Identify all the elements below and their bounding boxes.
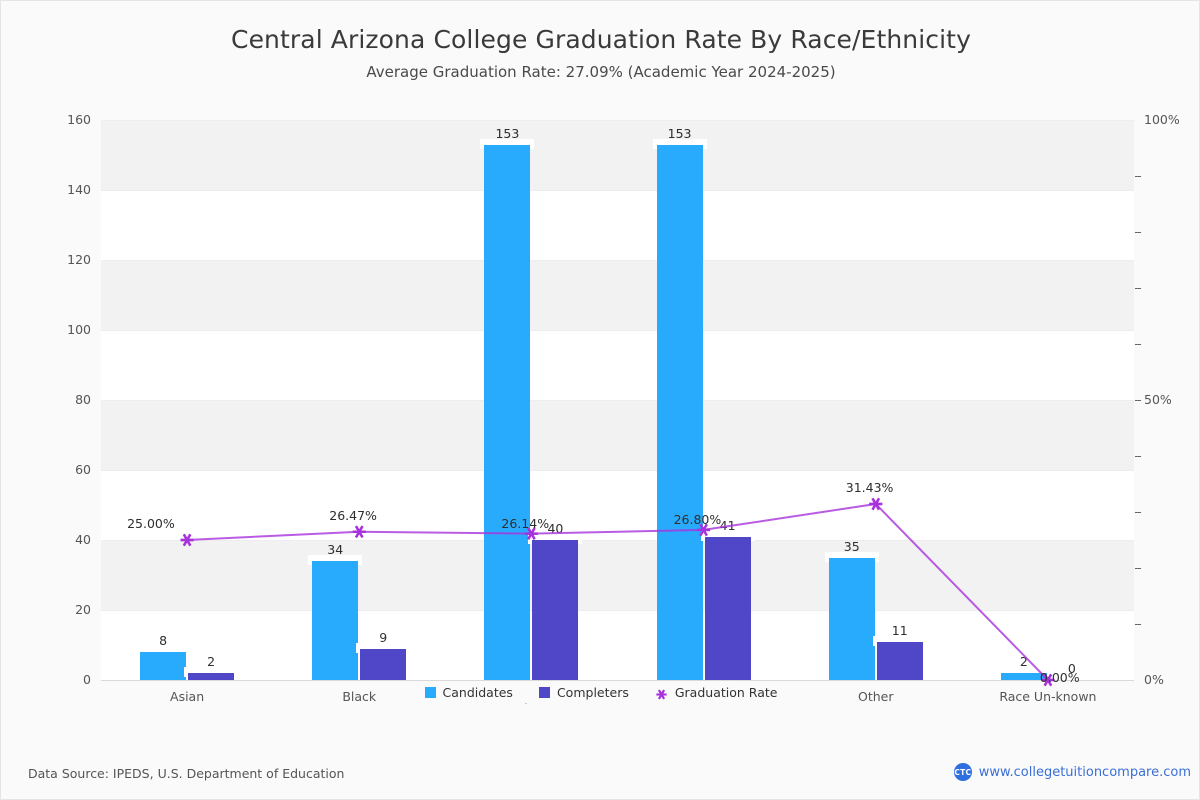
gridline [101,190,1134,191]
plot-band [101,120,1134,190]
y-axis-right-tick-mark [1135,568,1141,569]
bar-completers[interactable] [188,673,235,680]
bar-candidates[interactable] [140,652,187,680]
legend-label: Graduation Rate [674,685,778,700]
gridline [101,610,1134,611]
gridline [101,540,1134,541]
gridline [101,400,1134,401]
y-axis-right-tick-label: 0% [1144,672,1164,687]
bar-value-label: 11 [891,622,908,638]
y-axis-left-tick: 20 [75,602,91,617]
bar-completers[interactable] [876,641,923,680]
bar-completers[interactable] [704,536,751,680]
y-axis-right-tick-mark [1135,288,1141,289]
bar-value-label: 0 [1067,661,1076,676]
chart-legend: Candidates Completers Graduation Rate [1,682,1199,703]
bar-candidates[interactable] [312,561,359,680]
y-axis-left-tick: 100 [67,322,91,337]
bar-completers[interactable] [360,648,407,680]
y-axis-right-tick-label: 50% [1144,392,1172,407]
bar-completers[interactable] [532,540,579,680]
legend-swatch-icon [538,687,550,698]
legend-swatch-icon [424,687,436,698]
gridline [101,120,1134,121]
x-axis-tick-label: Other [858,689,894,704]
bar-candidates[interactable] [828,557,875,680]
legend-asterisk-icon [655,686,668,700]
x-axis-tick-label: Race Un-known [999,689,1097,704]
rate-value-label: 26.80% [673,511,722,527]
bar-halo [652,138,707,149]
page-title: Central Arizona College Graduation Rate … [231,25,971,54]
chart-subtitle: Average Graduation Rate: 27.09% (Academi… [366,63,836,81]
gridline [101,470,1134,471]
plot-band [101,260,1134,330]
rate-value-label: 31.43% [845,479,894,495]
legend-item[interactable]: Candidates [424,685,513,700]
rate-value-label: 25.00% [127,516,175,531]
rate-value-label: 0.00% [1039,670,1080,685]
bar-value-label: 153 [495,125,520,141]
y-axis-right-tick-mark [1135,344,1141,345]
gridline [101,260,1134,261]
plot-band [101,400,1134,470]
bar-value-label: 35 [843,538,860,554]
rate-value-label: 26.14% [501,515,550,531]
bar-value-label: 8 [159,633,168,648]
y-axis-right-tick-mark [1135,512,1141,513]
legend-label: Completers [556,685,629,700]
bar-value-label: 34 [327,542,344,557]
rate-value-label: 26.47% [329,507,377,523]
y-axis-left-tick: 160 [67,112,91,127]
bar-halo [136,646,191,656]
y-axis-right-tick-label: 100% [1144,112,1180,127]
plot-area [101,120,1134,680]
ctc-logo-icon: CTC [953,763,972,781]
x-axis-line [101,680,1134,681]
bar-candidates[interactable] [656,144,703,680]
y-axis-left-tick: 140 [67,182,91,197]
y-axis-left-tick: 120 [67,252,91,267]
bar-value-label: 2 [207,654,216,669]
y-axis-left-tick: 80 [75,392,91,407]
bar-halo [480,138,535,149]
gridline [101,330,1134,331]
bar-candidates[interactable] [484,144,531,680]
y-axis-left-tick: 40 [75,532,91,547]
x-axis-tick-label: Asian [170,689,205,704]
legend-item[interactable]: Completers [538,685,629,700]
y-axis-right-tick-mark [1135,624,1141,625]
data-source-note: Data Source: IPEDS, U.S. Department of E… [28,766,345,781]
legend-label: Candidates [442,685,513,700]
y-axis-left-tick: 60 [75,462,91,477]
plot-band [101,540,1134,610]
y-axis-right-tick-mark [1135,176,1141,177]
bar-value-label: 9 [379,629,388,645]
y-axis-right-tick-mark [1135,400,1141,401]
legend-item[interactable]: Graduation Rate [655,685,778,700]
x-axis-tick-label: Black [342,689,377,704]
bar-value-label: 153 [667,125,692,141]
y-axis-right-tick-mark [1135,232,1141,233]
brand-url-link[interactable]: www.collegetuitioncompare.com [978,764,1191,780]
brand-footer[interactable]: CTC www.collegetuitioncompare.com [953,763,1191,781]
y-axis-right-tick-mark [1135,456,1141,457]
y-axis-left-tick: 0 [83,672,91,687]
